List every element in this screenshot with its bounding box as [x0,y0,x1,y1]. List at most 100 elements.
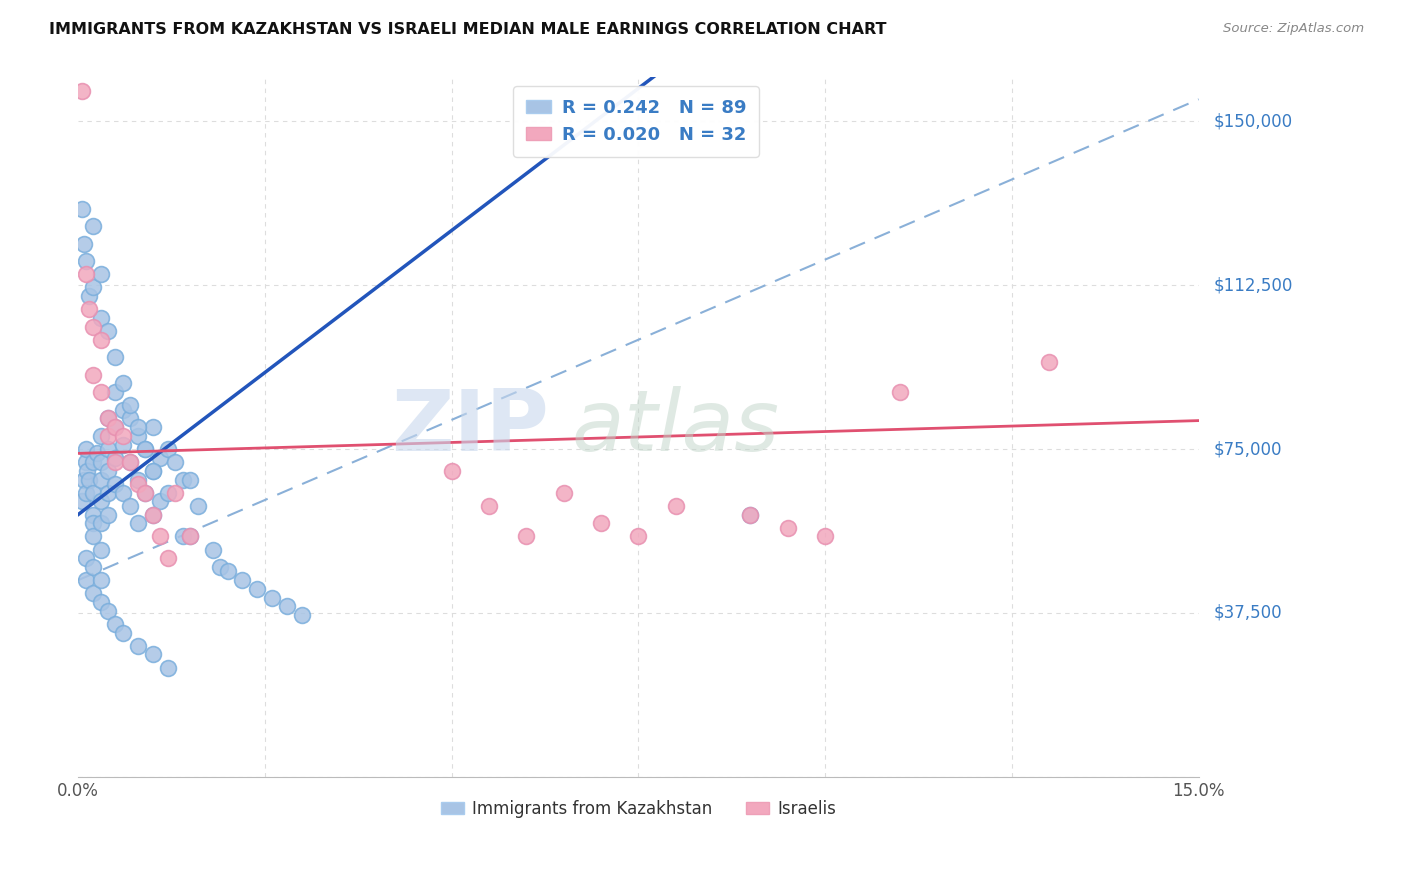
Text: ZIP: ZIP [391,385,548,468]
Point [75,442,97,456]
Text: atlas: atlas [571,385,779,468]
Text: $37,500: $37,500 [1213,604,1282,622]
Point [142,648,165,662]
Point [104,350,127,364]
Point [82,508,104,522]
Point [89,333,111,347]
Point [104,450,127,465]
Point [627,529,650,543]
Point [127,639,149,653]
Text: $112,500: $112,500 [1213,277,1294,294]
Point [889,385,911,400]
Point [82,516,104,531]
Point [82,319,104,334]
Point [111,429,134,443]
Point [120,411,142,425]
Point [156,551,179,566]
Point [79,473,101,487]
Point [75,551,97,566]
Point [156,442,179,456]
Point [89,494,111,508]
Point [134,442,156,456]
Point [70,84,93,98]
Point [127,473,149,487]
Point [97,411,120,425]
Point [82,586,104,600]
Point [149,529,172,543]
Point [104,455,127,469]
Point [82,280,104,294]
Point [89,267,111,281]
Point [440,464,463,478]
Point [76,464,98,478]
Point [73,473,96,487]
Point [70,494,93,508]
Point [120,455,142,469]
Point [740,508,762,522]
Point [89,516,111,531]
Point [120,398,142,412]
Point [75,254,97,268]
Point [111,376,134,391]
Point [79,289,101,303]
Point [89,385,111,400]
Point [165,455,187,469]
Point [82,485,104,500]
Point [1038,354,1060,368]
Point [111,625,134,640]
Point [89,573,111,587]
Legend: Immigrants from Kazakhstan, Israelis: Immigrants from Kazakhstan, Israelis [434,793,844,824]
Point [75,573,97,587]
Point [776,521,799,535]
Point [172,529,194,543]
Point [665,499,688,513]
Point [75,485,97,500]
Point [142,508,165,522]
Point [89,595,111,609]
Text: Source: ZipAtlas.com: Source: ZipAtlas.com [1223,22,1364,36]
Point [209,560,232,574]
Point [97,429,120,443]
Point [120,499,142,513]
Point [82,455,104,469]
Point [82,560,104,574]
Point [156,660,179,674]
Point [111,402,134,417]
Point [104,616,127,631]
Point [127,516,149,531]
Point [553,485,575,500]
Point [172,473,194,487]
Point [111,437,134,451]
Point [97,324,120,338]
Point [127,477,149,491]
Point [75,455,97,469]
Point [134,442,156,456]
Point [142,508,165,522]
Point [89,542,111,557]
Point [134,485,156,500]
Point [73,236,96,251]
Point [231,573,253,587]
Point [97,604,120,618]
Text: $150,000: $150,000 [1213,112,1292,130]
Point [86,446,108,460]
Point [111,485,134,500]
Point [70,202,93,216]
Point [82,219,104,233]
Text: IMMIGRANTS FROM KAZAKHSTAN VS ISRAELI MEDIAN MALE EARNINGS CORRELATION CHART: IMMIGRANTS FROM KAZAKHSTAN VS ISRAELI ME… [49,22,887,37]
Point [127,420,149,434]
Point [89,473,111,487]
Point [97,464,120,478]
Point [97,411,120,425]
Point [142,464,165,478]
Point [179,529,201,543]
Point [142,420,165,434]
Point [82,368,104,382]
Point [97,442,120,456]
Point [179,529,201,543]
Point [589,516,612,531]
Point [134,485,156,500]
Point [515,529,537,543]
Point [127,429,149,443]
Point [79,302,101,317]
